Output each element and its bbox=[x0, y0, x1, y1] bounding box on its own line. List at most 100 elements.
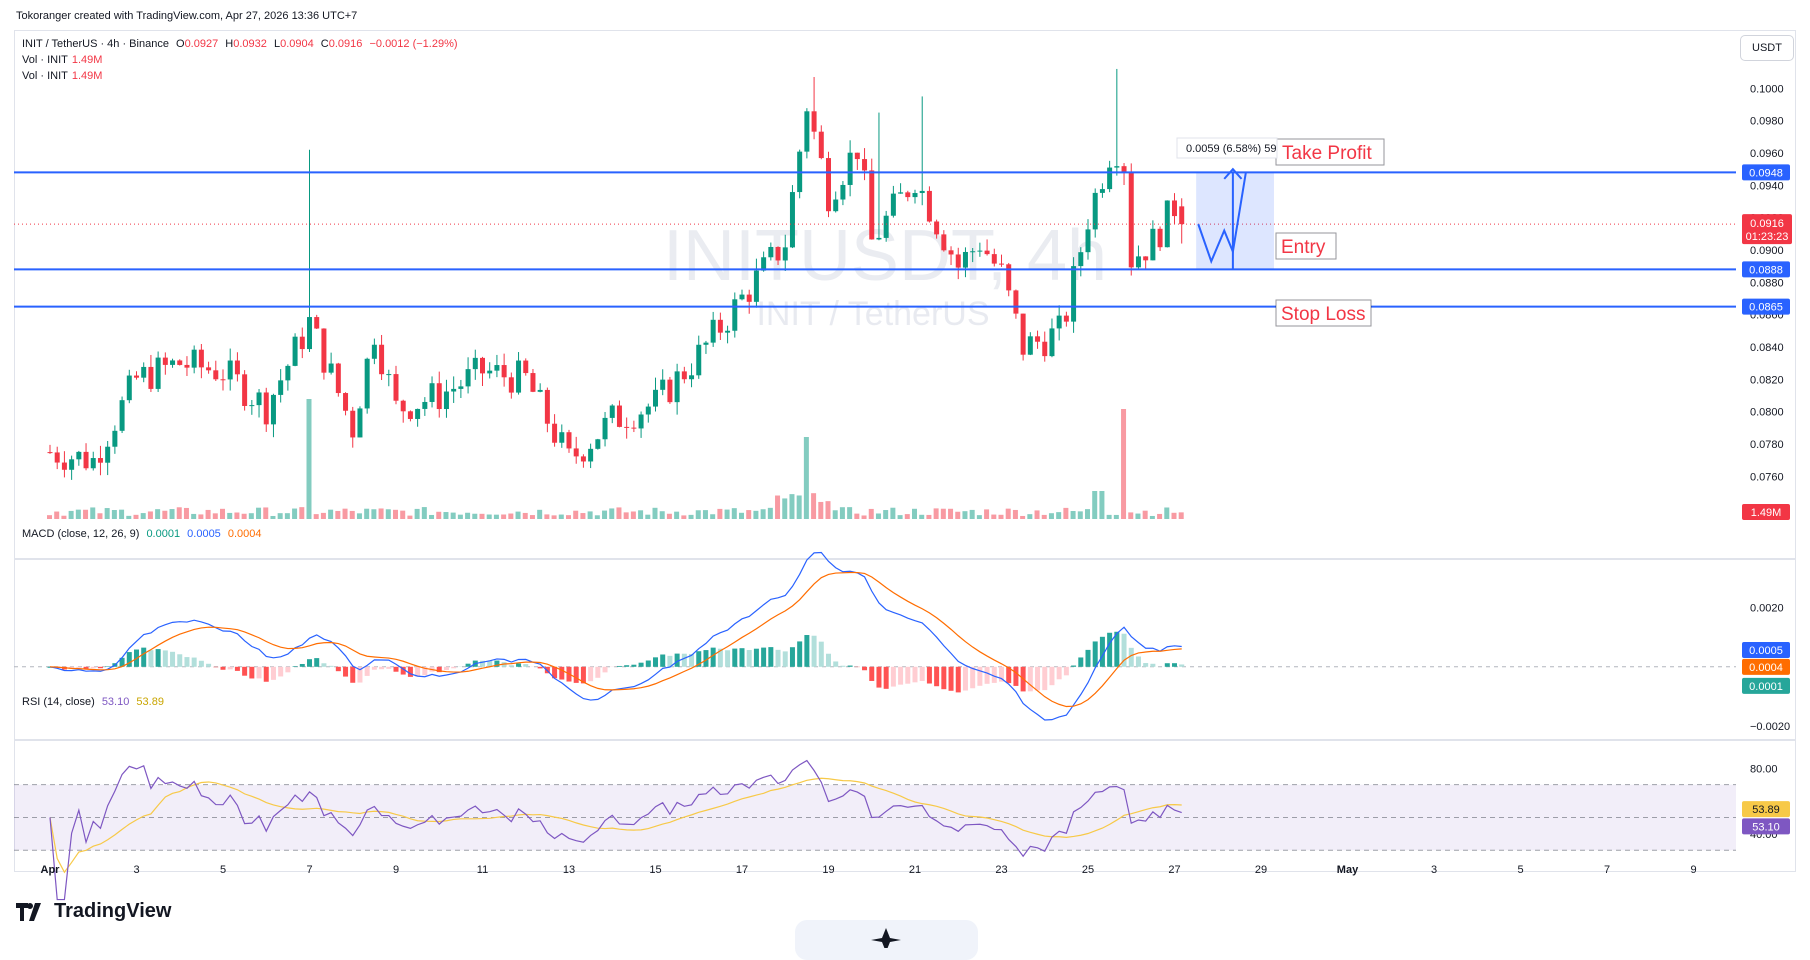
macd-hist-bar bbox=[1078, 657, 1083, 666]
candle-body bbox=[69, 459, 74, 469]
volume-bar bbox=[393, 510, 398, 519]
volume-bar bbox=[1179, 512, 1184, 519]
volume-bar bbox=[1013, 510, 1018, 519]
candle-body bbox=[329, 364, 334, 373]
candle-body bbox=[545, 390, 550, 424]
volume-bar bbox=[1006, 509, 1011, 519]
macd-signal-value: 0.0004 bbox=[228, 528, 262, 540]
candle-body bbox=[1057, 316, 1062, 329]
macd-hist-bar bbox=[1107, 633, 1112, 667]
legend-vol1: 1.49M bbox=[72, 54, 103, 66]
currency-button[interactable]: USDT bbox=[1740, 35, 1794, 61]
take-profit-label[interactable]: Take Profit bbox=[1276, 139, 1384, 165]
macd-hist-bar bbox=[646, 661, 651, 667]
candle-body bbox=[148, 367, 153, 389]
candle-body bbox=[1143, 256, 1148, 260]
macd-hist-bar bbox=[617, 666, 622, 667]
volume-bar bbox=[472, 514, 477, 519]
macd-hist-bar bbox=[98, 667, 103, 668]
volume-bar bbox=[112, 510, 117, 519]
volume-bar bbox=[696, 510, 701, 519]
volume-bar bbox=[616, 507, 621, 519]
macd-legend: MACD (close, 12, 26, 9) 0.0001 0.0005 0.… bbox=[22, 526, 262, 542]
volume-bar bbox=[840, 507, 845, 519]
tradingview-logo-icon bbox=[16, 903, 48, 921]
candle-body bbox=[170, 360, 175, 364]
entry-label[interactable]: Entry bbox=[1276, 233, 1336, 259]
tag-macd: 0.0005 bbox=[1749, 645, 1783, 657]
volume-bar bbox=[400, 511, 405, 519]
volume-bar bbox=[609, 508, 614, 519]
stop-loss-label[interactable]: Stop Loss bbox=[1276, 300, 1371, 326]
macd-hist-bar bbox=[91, 667, 96, 668]
macd-hist-bar bbox=[444, 667, 449, 670]
candle-body bbox=[581, 456, 586, 461]
candle-body bbox=[1028, 336, 1033, 354]
candle-body bbox=[1071, 266, 1076, 322]
volume-bar bbox=[941, 509, 946, 519]
candle-body bbox=[559, 432, 564, 443]
candle-body bbox=[941, 234, 946, 250]
macd-hist-bar bbox=[740, 648, 745, 667]
macd-hist-bar bbox=[588, 667, 593, 681]
volume-bar bbox=[508, 514, 513, 519]
volume-bar bbox=[314, 514, 319, 519]
volume-bar bbox=[494, 515, 499, 519]
macd-hist-bar bbox=[949, 667, 954, 691]
candle-body bbox=[444, 392, 449, 410]
candle-body bbox=[62, 463, 67, 470]
macd-hist-bar bbox=[595, 667, 600, 678]
volume-bar bbox=[256, 508, 261, 519]
macd-hist-bar bbox=[300, 664, 305, 667]
candle-body bbox=[653, 390, 658, 407]
candle-body bbox=[1064, 316, 1069, 322]
macd-hist-bar bbox=[170, 652, 175, 667]
tag-rsi-ma: 53.89 bbox=[1752, 804, 1780, 816]
candle-body bbox=[682, 371, 687, 379]
candle-body bbox=[422, 402, 427, 409]
macd-hist-bar bbox=[1172, 663, 1177, 667]
volume-bar bbox=[631, 511, 636, 519]
candle-body bbox=[913, 193, 918, 197]
volume-bar bbox=[1121, 409, 1126, 519]
volume-bar bbox=[321, 513, 326, 519]
macd-hist-bar bbox=[76, 667, 81, 668]
volume-bar bbox=[97, 513, 102, 519]
candle-body bbox=[768, 247, 773, 257]
volume-bar bbox=[278, 513, 283, 519]
macd-hist-bar bbox=[985, 667, 990, 684]
macd-hist-bar bbox=[956, 667, 961, 693]
macd-hist-bar bbox=[913, 667, 918, 683]
volume-bar bbox=[1056, 512, 1061, 519]
date-tick: 5 bbox=[1517, 864, 1523, 876]
volume-bar bbox=[717, 509, 722, 519]
macd-hist-bar bbox=[754, 649, 759, 667]
candle-body bbox=[473, 358, 478, 369]
macd-hist-bar bbox=[884, 667, 889, 689]
candle-body bbox=[740, 295, 745, 300]
candle-body bbox=[466, 369, 471, 386]
macd-hist-bar bbox=[559, 667, 564, 680]
volume-bar bbox=[126, 516, 131, 519]
candle-body bbox=[610, 406, 615, 418]
candle-body bbox=[588, 449, 593, 462]
bottom-toolbar-tab[interactable] bbox=[795, 920, 978, 960]
tag-signal: 0.0004 bbox=[1749, 662, 1783, 674]
volume-bar bbox=[285, 513, 290, 519]
volume-bar bbox=[948, 509, 953, 519]
macd-line bbox=[50, 553, 1182, 720]
volume-bar bbox=[1157, 514, 1162, 519]
date-tick: 17 bbox=[736, 864, 748, 876]
volume-bar bbox=[501, 514, 506, 519]
candle-body bbox=[271, 395, 276, 424]
tradingview-logo[interactable]: TradingView bbox=[16, 900, 171, 923]
candle-body bbox=[184, 365, 189, 368]
macd-hist-bar bbox=[1086, 650, 1091, 667]
volume-bar bbox=[242, 514, 247, 519]
volume-bar bbox=[227, 513, 232, 519]
volume-bar bbox=[198, 514, 203, 519]
candle-body bbox=[949, 250, 954, 254]
macd-hist-bar bbox=[148, 650, 153, 667]
candle-body bbox=[112, 431, 117, 447]
